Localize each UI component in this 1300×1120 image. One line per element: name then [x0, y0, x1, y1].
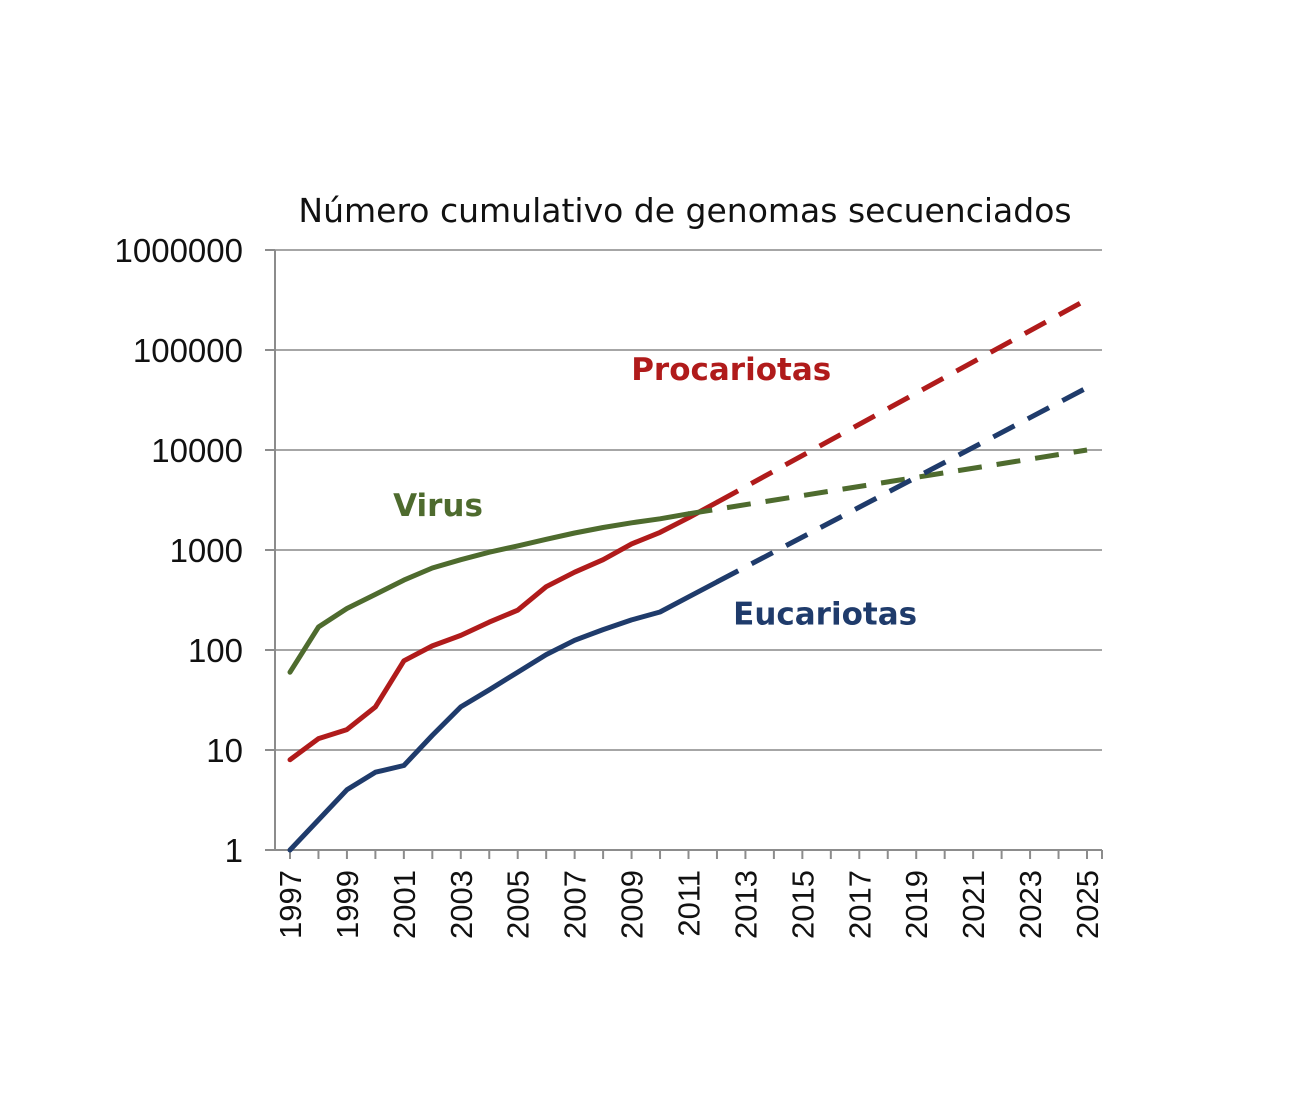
xtick-label-1997: 1997	[273, 870, 308, 939]
xtick-label-2011: 2011	[672, 870, 707, 937]
xtick-label-2017: 2017	[842, 870, 877, 939]
chart-title: Número cumulativo de genomas secuenciado…	[298, 191, 1071, 230]
xtick-label-2013: 2013	[728, 870, 763, 939]
axes: 1 10 100 1000 10000 100000 1000000 1997 1999 2001…	[115, 232, 1105, 939]
series-procariotas-line	[287, 499, 720, 763]
xtick-label-2005: 2005	[501, 870, 536, 939]
ytick-label-1000: 1000	[170, 532, 243, 569]
ytick-label-10: 10	[206, 732, 243, 769]
ytick-label-100: 100	[188, 632, 243, 669]
series-label-procariotas: Procariotas	[631, 352, 831, 388]
xtick-label-1999: 1999	[330, 870, 365, 939]
ytick-label-1: 1	[225, 832, 243, 869]
xtick-label-2021: 2021	[956, 870, 991, 939]
xtick-label-2019: 2019	[899, 870, 934, 939]
series	[287, 297, 1089, 853]
xtick-label-2001: 2001	[387, 870, 422, 939]
xtick-label-2025: 2025	[1070, 870, 1105, 939]
ytick-label-100000: 100000	[133, 332, 243, 369]
ytick-label-10000: 10000	[151, 432, 243, 469]
series-labels: Procariotas Virus Eucariotas	[393, 352, 917, 632]
series-virus-line	[287, 511, 691, 675]
series-procariotas-projection	[715, 297, 1089, 505]
series-label-virus: Virus	[393, 488, 483, 524]
ytick-label-1000000: 1000000	[115, 232, 243, 269]
xtick-label-2009: 2009	[615, 870, 650, 939]
xtick-label-2003: 2003	[444, 870, 479, 939]
series-virus-projection	[688, 447, 1088, 517]
xtick-label-2023: 2023	[1013, 870, 1048, 939]
grid	[275, 249, 1102, 751]
series-eucariotas-projection	[715, 385, 1089, 585]
series-label-eucariotas: Eucariotas	[733, 596, 917, 632]
xtick-label-2015: 2015	[785, 870, 820, 939]
series-eucariotas-line	[287, 579, 720, 853]
xtick-label-2007: 2007	[558, 870, 593, 939]
